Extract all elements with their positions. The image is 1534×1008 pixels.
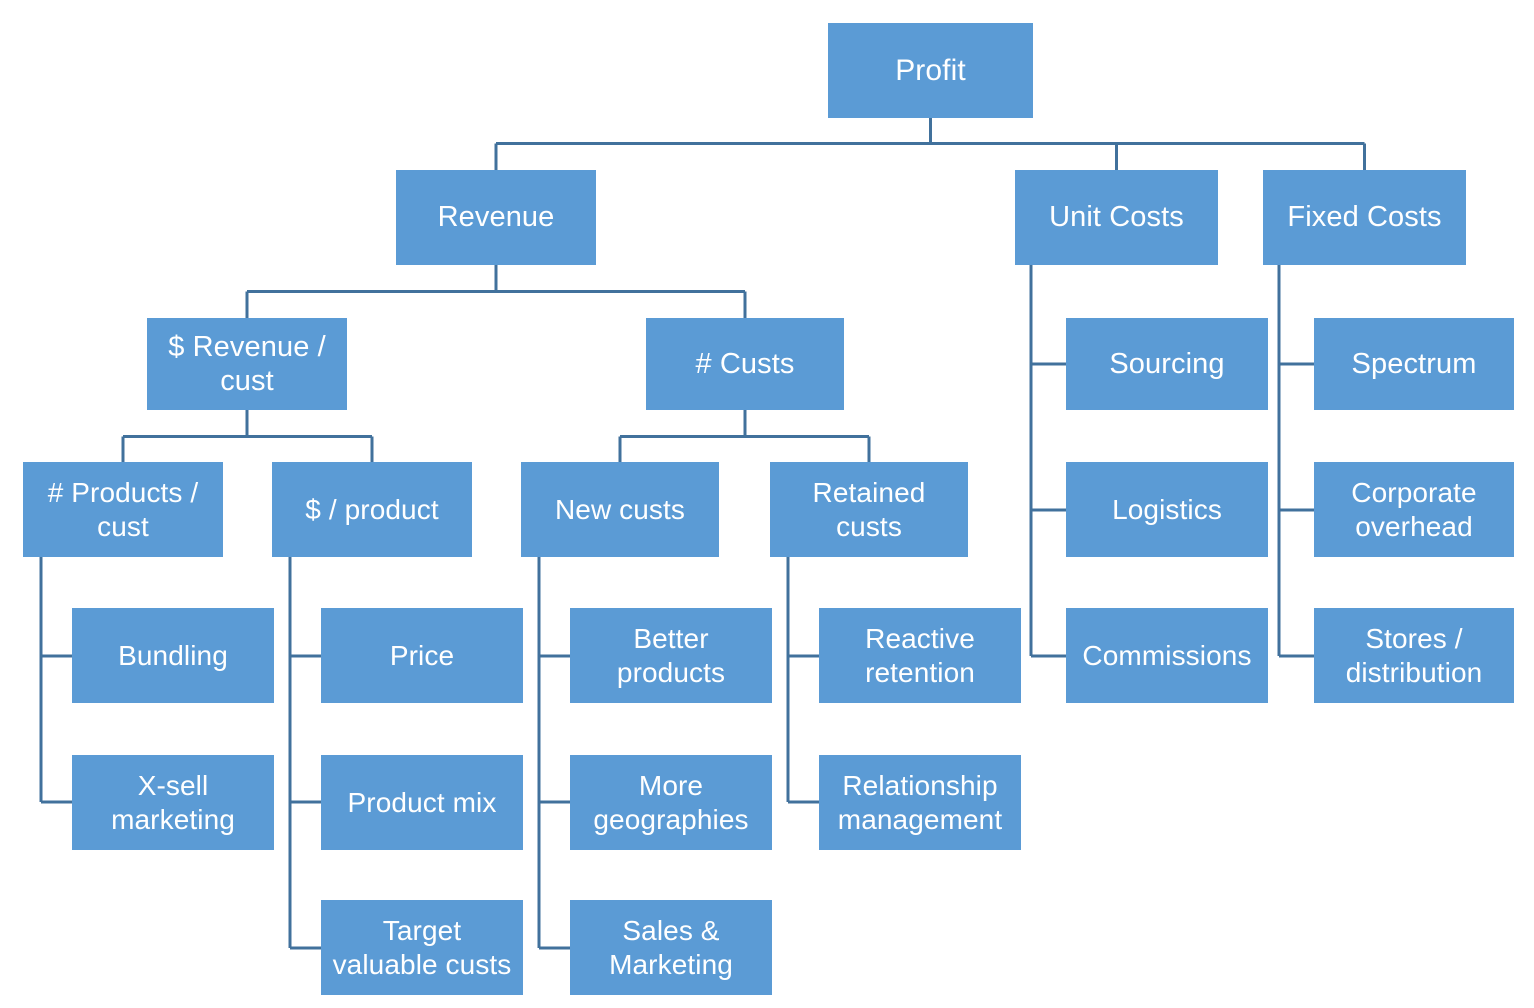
node-revenue-label: Revenue	[437, 201, 555, 234]
node-new-custs[interactable]: New custs	[521, 462, 719, 557]
node-num-custs-label: # Custs	[695, 347, 795, 380]
node-num-custs[interactable]: # Custs	[646, 318, 844, 410]
node-reactive-retention[interactable]: Reactive retention	[819, 608, 1021, 703]
node-logistics-label: Logistics	[1112, 493, 1222, 525]
node-sourcing[interactable]: Sourcing	[1066, 318, 1268, 410]
node-sales-marketing[interactable]: Sales & Marketing	[570, 900, 772, 995]
node-stores-distribution[interactable]: Stores / distribution	[1314, 608, 1514, 703]
node-better-products-label: Better products	[616, 623, 726, 688]
node-corporate-overhead[interactable]: Corporate overhead	[1314, 462, 1514, 557]
node-target-valuable-custs[interactable]: Target valuable custs	[321, 900, 523, 995]
node-stores-distribution-label: Stores / distribution	[1345, 623, 1483, 688]
node-product-mix[interactable]: Product mix	[321, 755, 523, 850]
node-relationship-management[interactable]: Relationship management	[819, 755, 1021, 850]
node-profit[interactable]: Profit	[828, 23, 1033, 118]
node-dollar-per-product[interactable]: $ / product	[272, 462, 472, 557]
node-spectrum-label: Spectrum	[1351, 347, 1477, 380]
node-revenue-per-cust-label: $ Revenue / cust	[168, 330, 326, 397]
node-product-mix-label: Product mix	[347, 786, 497, 818]
node-bundling[interactable]: Bundling	[72, 608, 274, 703]
node-corporate-overhead-label: Corporate overhead	[1351, 477, 1477, 542]
node-new-custs-label: New custs	[554, 493, 686, 525]
node-revenue[interactable]: Revenue	[396, 170, 596, 265]
node-dollar-per-product-label: $ / product	[305, 493, 439, 525]
node-relationship-management-label: Relationship management	[837, 770, 1003, 835]
node-logistics[interactable]: Logistics	[1066, 462, 1268, 557]
node-fixed-costs[interactable]: Fixed Costs	[1263, 170, 1466, 265]
node-fixed-costs-label: Fixed Costs	[1287, 201, 1442, 234]
node-more-geographies-label: More geographies	[593, 770, 749, 835]
node-revenue-per-cust[interactable]: $ Revenue / cust	[147, 318, 347, 410]
node-commissions[interactable]: Commissions	[1066, 608, 1268, 703]
node-sourcing-label: Sourcing	[1109, 347, 1225, 380]
node-reactive-retention-label: Reactive retention	[865, 623, 975, 688]
node-retained-custs-label: Retained custs	[812, 477, 926, 542]
node-better-products[interactable]: Better products	[570, 608, 772, 703]
node-unit-costs[interactable]: Unit Costs	[1015, 170, 1218, 265]
node-products-per-cust-label: # Products / cust	[47, 477, 199, 542]
node-products-per-cust[interactable]: # Products / cust	[23, 462, 223, 557]
node-unit-costs-label: Unit Costs	[1049, 201, 1184, 234]
node-target-valuable-custs-label: Target valuable custs	[332, 915, 512, 980]
node-xsell-marketing-label: X-sell marketing	[111, 770, 235, 835]
node-profit-label: Profit	[895, 53, 966, 87]
node-price-label: Price	[389, 639, 455, 671]
node-more-geographies[interactable]: More geographies	[570, 755, 772, 850]
node-bundling-label: Bundling	[118, 639, 228, 671]
node-spectrum[interactable]: Spectrum	[1314, 318, 1514, 410]
node-sales-marketing-label: Sales & Marketing	[609, 915, 733, 980]
node-commissions-label: Commissions	[1082, 639, 1252, 671]
node-retained-custs[interactable]: Retained custs	[770, 462, 968, 557]
node-price[interactable]: Price	[321, 608, 523, 703]
node-xsell-marketing[interactable]: X-sell marketing	[72, 755, 274, 850]
